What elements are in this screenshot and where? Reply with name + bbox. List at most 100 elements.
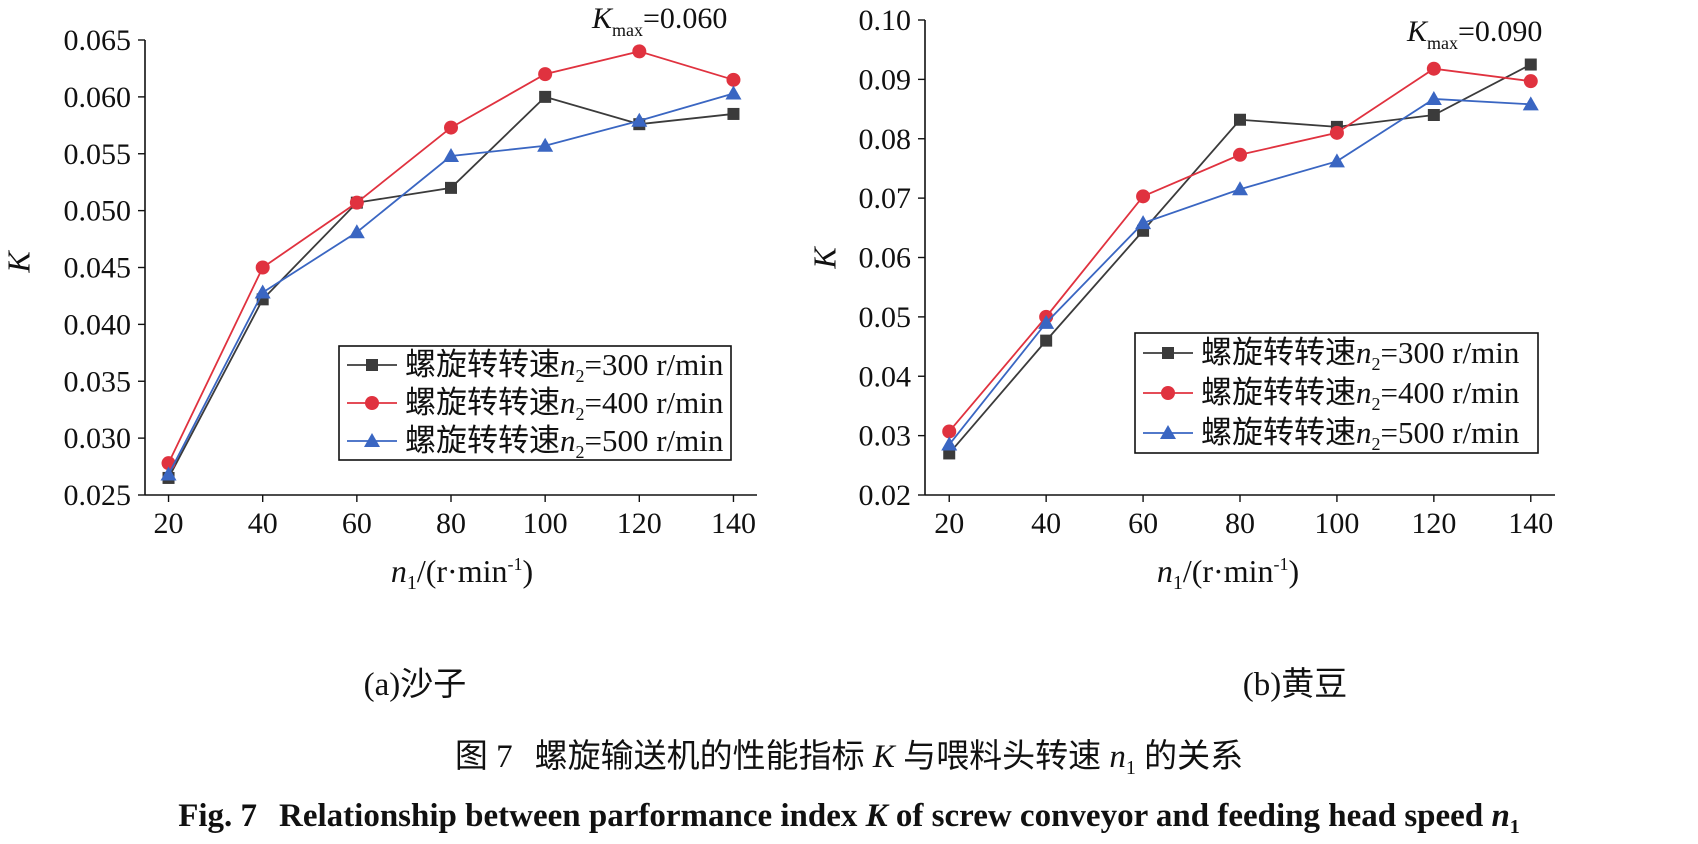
y-tick-label: 0.035 — [64, 365, 132, 398]
kmax-annotation: Kmax=0.090 — [1406, 15, 1542, 53]
data-point-square — [1234, 113, 1246, 126]
data-point-triangle — [1328, 153, 1345, 168]
data-point-triangle — [1232, 181, 1248, 196]
caption-cn-var-k: K — [872, 739, 897, 775]
data-point-triangle — [1522, 96, 1539, 111]
panel-a-label: (a)沙子 — [364, 667, 467, 703]
caption-en-text-b: of screw conveyor and feeding head speed — [888, 798, 1492, 834]
data-point-circle — [444, 120, 458, 135]
legend-label: 螺旋转转速n2=500 r/min — [1201, 415, 1520, 454]
legend-label: 螺旋转转速n2=400 r/min — [1201, 375, 1520, 414]
series-3 — [941, 90, 1539, 451]
series-1 — [943, 58, 1537, 460]
legend-label: 螺旋转转速n2=300 r/min — [1201, 335, 1520, 374]
data-point-square — [1040, 334, 1053, 347]
data-point-triangle — [1038, 314, 1055, 329]
x-tick-label: 20 — [934, 507, 964, 540]
y-axis-label: K — [0, 250, 36, 274]
data-point-circle — [632, 44, 647, 59]
data-point-square — [727, 107, 740, 120]
y-tick-label: 0.05 — [859, 301, 912, 334]
chart-panel-a: 0.025 0.030 0.035 0.040 0.045 0.050 0.055 0.060… — [0, 2, 757, 594]
data-point-triangle — [348, 224, 365, 239]
data-point-triangle — [1135, 215, 1152, 230]
caption-cn-text-b: 与喂料头转速 — [895, 738, 1110, 775]
y-tick-label: 0.03 — [859, 420, 912, 453]
x-tick-label: 40 — [1031, 507, 1061, 540]
x-tick-label: 80 — [436, 507, 466, 540]
x-tick-label: 60 — [1128, 507, 1158, 540]
caption-en-var-k: K — [865, 798, 890, 834]
caption-cn-var-n: n — [1109, 739, 1126, 775]
caption-en-text-a: Relationship between parformance index — [279, 798, 866, 834]
legend-label: 螺旋转转速n2=500 r/min — [405, 423, 724, 462]
y-tick-label: 0.055 — [64, 138, 132, 171]
data-point-triangle — [725, 85, 742, 100]
x-tick-label: 100 — [523, 507, 568, 540]
data-point-triangle — [254, 284, 271, 299]
data-point-square — [366, 359, 378, 371]
caption-en-prefix: Fig. 7 — [178, 798, 257, 834]
data-point-circle — [1233, 147, 1247, 162]
data-point-circle — [1523, 74, 1538, 89]
data-point-triangle — [443, 148, 459, 163]
data-point-triangle — [941, 436, 958, 451]
data-point-square — [1162, 347, 1174, 359]
x-axis-label: n1/(r·min-1) — [1157, 553, 1299, 594]
legend-box — [1134, 332, 1539, 454]
y-tick-label: 0.07 — [859, 182, 912, 215]
y-tick-label: 0.06 — [859, 242, 912, 275]
y-tick-label: 0.025 — [64, 479, 132, 512]
y-tick-label: 0.060 — [64, 81, 132, 114]
data-point-triangle — [631, 112, 648, 127]
series-2 — [161, 44, 741, 471]
data-point-triangle — [160, 466, 177, 481]
data-point-circle — [349, 195, 364, 210]
x-tick-label: 60 — [342, 507, 372, 540]
data-point-triangle — [1160, 425, 1176, 439]
x-tick-label: 40 — [248, 507, 278, 540]
x-tick-label: 100 — [1314, 507, 1359, 540]
data-point-circle — [942, 424, 957, 439]
chart-panel-b: 0.02 0.03 0.04 0.05 0.06 0.07 0.08 0.09 0.10 20 40… — [806, 4, 1555, 594]
data-point-square — [1524, 58, 1537, 71]
data-point-square — [445, 181, 457, 194]
x-tick-label: 20 — [154, 507, 184, 540]
data-point-triangle — [364, 433, 380, 447]
data-point-circle — [1329, 125, 1344, 140]
y-tick-label: 0.050 — [64, 195, 132, 228]
caption-cn-sub: 1 — [1126, 757, 1136, 779]
data-point-circle — [365, 396, 379, 410]
y-axis-label: K — [806, 246, 842, 270]
y-tick-label: 0.045 — [64, 252, 132, 285]
y-tick-label: 0.02 — [859, 479, 912, 512]
y-tick-label: 0.08 — [859, 123, 912, 156]
y-tick-label: 0.040 — [64, 308, 132, 341]
x-axis-label: n1/(r·min-1) — [391, 553, 533, 594]
caption-cn-text-a: 螺旋输送机的性能指标 — [535, 738, 873, 775]
y-tick-label: 0.09 — [859, 63, 912, 96]
legend-label: 螺旋转转速n2=300 r/min — [405, 347, 724, 386]
caption-en-var-n: n — [1491, 798, 1509, 834]
figure-caption-en: Fig. 7 Relationship between parformance i… — [178, 798, 1520, 838]
kmax-annotation: Kmax=0.060 — [591, 2, 727, 40]
x-tick-label: 120 — [1411, 507, 1456, 540]
panel-b-label: (b)黄豆 — [1243, 666, 1347, 703]
legend-label: 螺旋转转速n2=400 r/min — [405, 385, 724, 424]
data-point-circle — [1136, 189, 1151, 204]
data-point-circle — [1161, 386, 1175, 400]
y-tick-label: 0.10 — [859, 4, 912, 37]
data-point-triangle — [537, 137, 554, 152]
y-tick-label: 0.030 — [64, 422, 132, 455]
data-point-circle — [538, 67, 553, 82]
x-tick-label: 120 — [617, 507, 662, 540]
y-tick-label: 0.04 — [859, 360, 912, 393]
caption-cn-prefix: 图 7 — [455, 739, 513, 775]
data-point-square — [1427, 109, 1440, 121]
data-point-triangle — [1425, 90, 1442, 105]
legend-box — [338, 345, 732, 461]
x-tick-label: 140 — [711, 507, 756, 540]
